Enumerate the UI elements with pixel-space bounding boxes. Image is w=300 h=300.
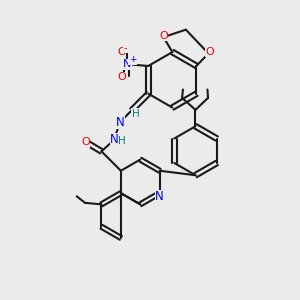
Text: N: N xyxy=(116,116,124,129)
Text: +: + xyxy=(129,56,136,64)
Text: H: H xyxy=(132,109,140,119)
Text: N: N xyxy=(110,134,119,146)
Text: O: O xyxy=(117,46,126,57)
Text: -: - xyxy=(124,43,127,53)
Text: O: O xyxy=(206,47,214,57)
Text: O: O xyxy=(81,137,90,147)
Text: N: N xyxy=(123,59,131,69)
Text: O: O xyxy=(159,31,168,40)
Text: O: O xyxy=(118,72,126,82)
Text: H: H xyxy=(118,136,126,146)
Text: N: N xyxy=(155,190,164,203)
